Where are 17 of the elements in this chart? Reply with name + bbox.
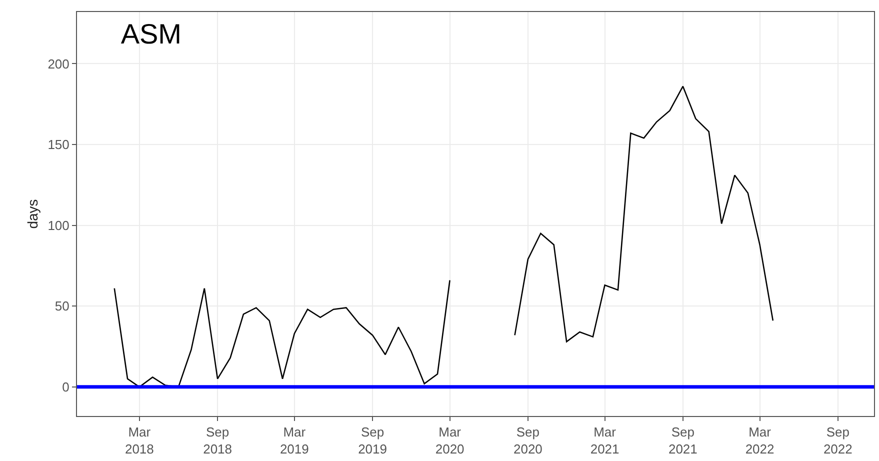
x-tick-label: Mar 2022 bbox=[745, 424, 774, 456]
x-tick-label: Mar 2020 bbox=[435, 424, 464, 456]
chart-title: ASM bbox=[120, 18, 182, 50]
y-tick-label: 200 bbox=[48, 56, 70, 72]
x-tick-label: Sep 2022 bbox=[823, 424, 852, 456]
y-tick-label: 0 bbox=[62, 379, 70, 394]
x-tick-label: Sep 2020 bbox=[513, 424, 542, 456]
y-tick-label: 100 bbox=[48, 218, 70, 233]
x-tick-label: Sep 2019 bbox=[358, 424, 387, 456]
y-tick-label: 50 bbox=[54, 298, 70, 314]
x-tick-label: Mar 2021 bbox=[590, 424, 620, 456]
y-axis-title: days bbox=[24, 199, 40, 229]
x-tick-label: Sep 2018 bbox=[203, 424, 232, 456]
y-tick-label: 150 bbox=[48, 137, 70, 152]
x-tick-label: Sep 2021 bbox=[668, 424, 698, 456]
x-tick-label: Mar 2018 bbox=[124, 424, 154, 456]
x-tick-label: Mar 2019 bbox=[280, 424, 309, 456]
